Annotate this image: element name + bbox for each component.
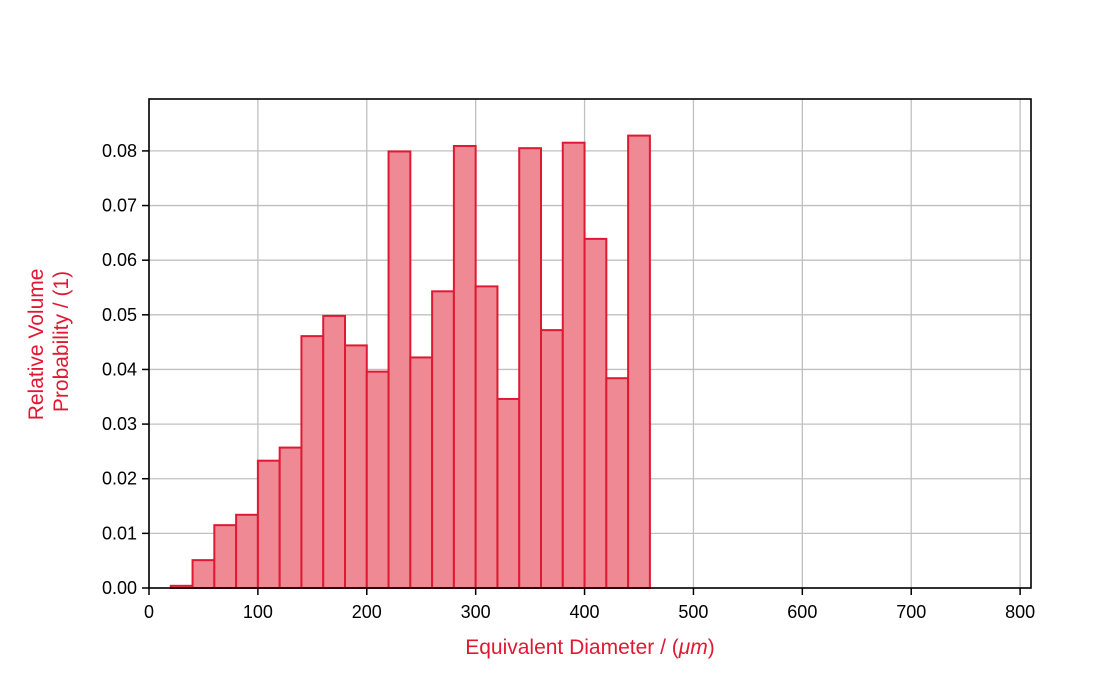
x-tick-label: 300 bbox=[461, 602, 491, 622]
histogram-bar bbox=[235, 513, 259, 590]
y-tick-label: 0.08 bbox=[102, 141, 137, 161]
histogram-bar bbox=[540, 329, 564, 589]
histogram-bar bbox=[583, 237, 608, 589]
x-tick-label: 800 bbox=[1005, 602, 1035, 622]
histogram-bar bbox=[278, 446, 303, 590]
y-tick-label: 0.04 bbox=[102, 359, 137, 379]
y-tick-label: 0.05 bbox=[102, 305, 137, 325]
histogram-bar bbox=[300, 335, 325, 589]
histogram-bar bbox=[213, 524, 238, 590]
y-axis-label-line-1: Relative Volume bbox=[25, 269, 48, 421]
histogram-bar bbox=[561, 141, 586, 589]
y-axis-ticks: 0.00 0.01 0.02 0.03 0.04 0.05 0.06 0.07 0.08 bbox=[102, 141, 149, 598]
histogram-bar bbox=[474, 285, 499, 589]
histogram-bar bbox=[344, 344, 368, 589]
y-tick-label: 0.01 bbox=[102, 523, 137, 543]
histogram-bar bbox=[496, 397, 521, 589]
y-tick-label: 0.06 bbox=[102, 250, 137, 270]
histogram-bar bbox=[627, 134, 651, 590]
histogram-bar bbox=[431, 290, 455, 589]
x-tick-label: 0 bbox=[144, 602, 154, 622]
y-tick-label: 0.07 bbox=[102, 196, 137, 216]
x-tick-label: 500 bbox=[678, 602, 708, 622]
x-axis-ticks: 0 100 200 300 400 500 600 700 800 bbox=[144, 588, 1035, 622]
plot-frame bbox=[148, 98, 1032, 589]
y-axis-label: Relative Volume Probability / (1) bbox=[25, 263, 73, 421]
x-tick-label: 700 bbox=[896, 602, 926, 622]
y-tick-label: 0.03 bbox=[102, 414, 137, 434]
histogram-bar bbox=[365, 370, 390, 590]
histogram-bar bbox=[452, 144, 477, 590]
histogram-bar bbox=[518, 147, 543, 589]
histogram-bar bbox=[191, 559, 216, 589]
x-axis-label-unit: μm bbox=[678, 636, 708, 659]
x-tick-label: 200 bbox=[352, 602, 382, 622]
y-tick-label: 0.02 bbox=[102, 469, 137, 489]
histogram-bar bbox=[322, 314, 347, 589]
histogram-bars bbox=[169, 134, 651, 590]
x-tick-label: 400 bbox=[570, 602, 600, 622]
y-axis-label-line-2: Probability / (1) bbox=[50, 271, 73, 412]
x-axis-label-prefix: Equivalent Diameter / ( bbox=[465, 636, 679, 659]
histogram-bar bbox=[256, 459, 281, 589]
x-tick-label: 600 bbox=[787, 602, 817, 622]
histogram-bar bbox=[605, 377, 630, 590]
y-tick-label: 0.00 bbox=[102, 578, 137, 598]
x-tick-label: 100 bbox=[243, 602, 273, 622]
x-axis-label-suffix: ) bbox=[708, 636, 715, 659]
x-axis-label: Equivalent Diameter / (μm) bbox=[465, 636, 715, 659]
histogram-bar bbox=[409, 356, 434, 589]
histogram-bar bbox=[387, 150, 412, 590]
